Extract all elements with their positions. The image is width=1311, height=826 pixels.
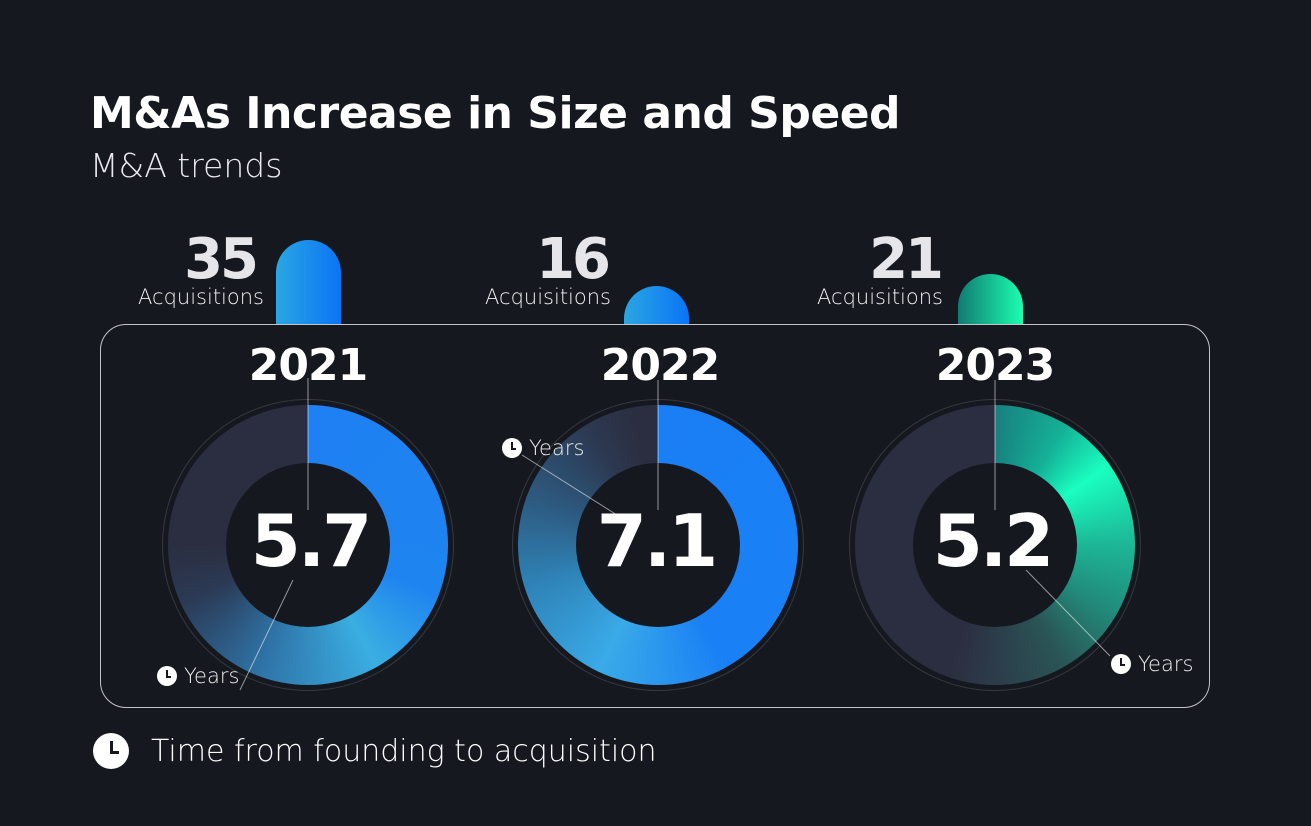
acquisitions-label-2023: Acquisitions (817, 285, 943, 309)
leader-line-2021-years (239, 579, 294, 691)
years-label-2021: Years (157, 664, 239, 688)
year-label-2022: 2022 (600, 340, 720, 391)
year-label-2023: 2023 (935, 340, 1055, 391)
acquisitions-label-2022: Acquisitions (485, 285, 611, 309)
leader-line-2022-years (521, 454, 618, 516)
years-value-2023: 5.2 (932, 499, 1055, 583)
page-title: M&As Increase in Size and Speed (90, 88, 901, 139)
acquisitions-count-2023: 21 (869, 227, 944, 292)
acquisitions-bar-2021 (276, 240, 341, 324)
legend: Time from founding to acquisition (93, 733, 657, 769)
year-label-2021: 2021 (248, 340, 368, 391)
leader-line-2023-years (1025, 569, 1111, 657)
legend-label: Time from founding to acquisition (151, 733, 657, 769)
acquisitions-count-2022: 16 (536, 227, 611, 292)
acquisitions-bar-2023 (958, 273, 1023, 324)
acquisitions-count-2021: 35 (184, 227, 259, 292)
years-value-2021: 5.7 (250, 499, 373, 583)
acquisitions-label-2021: Acquisitions (138, 285, 264, 309)
years-label-2022: Years (502, 436, 584, 460)
years-label-2023: Years (1111, 652, 1193, 676)
clock-icon (93, 733, 129, 769)
years-unit: Years (184, 664, 240, 688)
years-unit: Years (529, 436, 585, 460)
clock-icon (157, 666, 177, 686)
clock-icon (1111, 654, 1131, 674)
clock-icon (502, 438, 522, 458)
donut-card (100, 324, 1210, 708)
years-unit: Years (1138, 652, 1194, 676)
years-value-2022: 7.1 (596, 499, 719, 583)
page-subtitle: M&A trends (90, 146, 283, 185)
